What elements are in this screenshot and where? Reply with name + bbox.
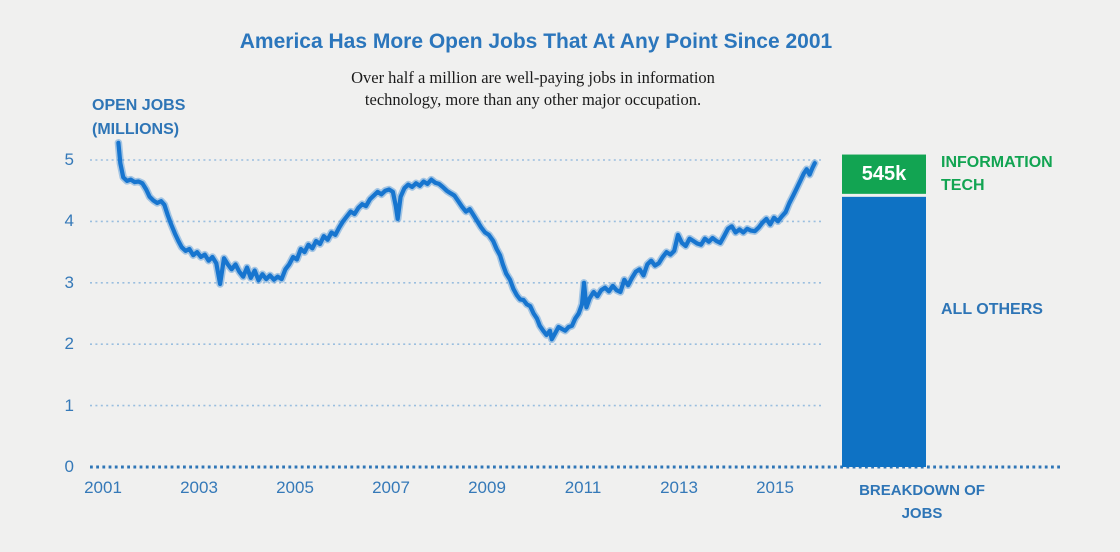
open-jobs-line <box>116 140 817 342</box>
x-tick-label-2007: 2007 <box>372 478 410 497</box>
chart-title: America Has More Open Jobs That At Any P… <box>239 30 833 53</box>
x-tick-label-2005: 2005 <box>276 478 314 497</box>
information-tech-label-line2: TECH <box>941 177 985 194</box>
y-tick-label-4: 4 <box>64 211 74 231</box>
x-tick-label-2001: 2001 <box>84 478 122 497</box>
y-tick-label-5: 5 <box>64 150 74 169</box>
bar-segment-information-tech <box>842 154 926 194</box>
chart-subtitle: Over half a million are well-paying jobs… <box>0 67 1066 111</box>
y-axis-title-line2: (MILLIONS) <box>92 121 180 138</box>
information-tech-label-line1: INFORMATION <box>941 154 1053 171</box>
x-tick-label-2015: 2015 <box>756 478 794 497</box>
y-tick-label-2: 2 <box>64 334 74 354</box>
y-tick-label-3: 3 <box>64 272 74 292</box>
breakdown-axis-label-line1: BREAKDOWN OF <box>859 482 985 499</box>
y-axis-title-line1: OPEN JOBS <box>92 97 186 114</box>
breakdown-axis-label: BREAKDOWN OF JOBS <box>832 479 1012 525</box>
all-others-label: ALL OTHERS <box>941 301 1043 318</box>
x-tick-label-2011: 2011 <box>564 478 602 497</box>
bar-value-label: 545k <box>861 163 907 185</box>
breakdown-axis-label-line2: JOBS <box>901 505 943 522</box>
y-tick-label-0: 0 <box>64 457 74 476</box>
bar-segment-all-others <box>842 196 926 467</box>
y-axis-title: OPEN JOBS (MILLIONS) <box>92 94 185 142</box>
y-tick-label-1: 1 <box>64 395 74 415</box>
chart-subtitle-line1: Over half a million are well-paying jobs… <box>351 68 715 87</box>
x-tick-label-2009: 2009 <box>468 478 506 497</box>
x-tick-label-2013: 2013 <box>660 478 698 497</box>
information-tech-label: INFORMATION TECH <box>941 151 1053 197</box>
chart-subtitle-line2: technology, more than any other major oc… <box>364 90 702 109</box>
x-tick-label-2003: 2003 <box>180 478 218 497</box>
